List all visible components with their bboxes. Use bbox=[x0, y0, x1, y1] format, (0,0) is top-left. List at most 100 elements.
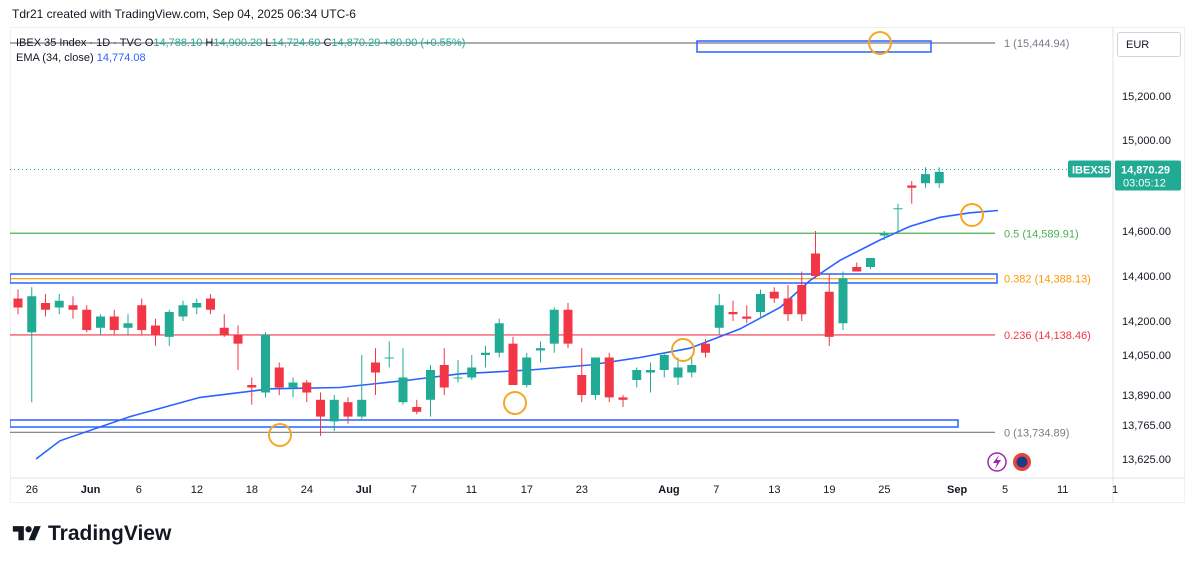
candle-body[interactable] bbox=[866, 258, 875, 267]
candle-body[interactable] bbox=[687, 365, 697, 373]
candle-body[interactable] bbox=[288, 382, 298, 388]
legend-close: 14,870.29 bbox=[331, 37, 381, 49]
candle-body[interactable] bbox=[329, 399, 339, 422]
candle-body[interactable] bbox=[838, 278, 848, 324]
time-tick-label: 23 bbox=[576, 484, 588, 496]
candle-body[interactable] bbox=[247, 385, 257, 388]
symbol-badge-label: IBEX35 bbox=[1072, 165, 1110, 177]
candle-body[interactable] bbox=[467, 367, 477, 378]
chart-canvas[interactable]: 1 (15,444.94) 0.5 (14,589.91) 0.382 (14,38… bbox=[10, 27, 1185, 503]
legend-ema-label[interactable]: EMA (34, close) bbox=[16, 52, 94, 64]
fib-label-0.236: 0.236 (14,138.46) bbox=[1004, 330, 1091, 342]
candle-body[interactable] bbox=[536, 348, 545, 351]
candle-body[interactable] bbox=[13, 298, 23, 308]
candle-body[interactable] bbox=[522, 357, 532, 386]
candle-body[interactable] bbox=[371, 362, 380, 373]
currency-button[interactable]: EUR bbox=[1117, 32, 1181, 57]
candle-body[interactable] bbox=[439, 365, 449, 388]
candle-body[interactable] bbox=[769, 291, 779, 299]
top-zone-box[interactable] bbox=[696, 40, 932, 53]
time-tick-label: 25 bbox=[878, 484, 890, 496]
candle-body[interactable] bbox=[178, 305, 188, 317]
candle-body[interactable] bbox=[508, 343, 518, 385]
ema-line[interactable] bbox=[35, 209, 999, 460]
highlight-circle[interactable] bbox=[268, 423, 292, 447]
time-tick-label: 11 bbox=[466, 484, 477, 496]
candle-body[interactable] bbox=[893, 208, 903, 210]
time-tick-label: 11 bbox=[1057, 484, 1068, 496]
candle-body[interactable] bbox=[82, 309, 92, 331]
candle-body[interactable] bbox=[659, 355, 669, 370]
time-tick-label: Aug bbox=[658, 484, 679, 496]
candle-body[interactable] bbox=[577, 375, 587, 395]
price-tick-label: 14,600.00 bbox=[1122, 226, 1171, 238]
candle-body[interactable] bbox=[591, 357, 600, 396]
candle-body[interactable] bbox=[742, 316, 752, 319]
fib-label-0.382: 0.382 (14,388.13) bbox=[1004, 274, 1091, 286]
highlight-circle[interactable] bbox=[671, 338, 695, 362]
candle-body[interactable] bbox=[783, 298, 793, 315]
candle-body[interactable] bbox=[618, 397, 628, 400]
candle-body[interactable] bbox=[701, 343, 710, 353]
candle-body[interactable] bbox=[274, 367, 284, 388]
candle-body[interactable] bbox=[852, 267, 862, 272]
candle-body[interactable] bbox=[398, 377, 408, 403]
lightning-bolt-icon bbox=[993, 455, 1001, 469]
candle-body[interactable] bbox=[68, 305, 78, 310]
fib-label-0: 0 (13,734.89) bbox=[1004, 427, 1069, 439]
tradingview-logo-text: TradingView bbox=[48, 522, 172, 545]
resistance-zone-box[interactable] bbox=[10, 273, 998, 284]
candle-body[interactable] bbox=[54, 300, 64, 308]
candle-body[interactable] bbox=[824, 291, 834, 337]
candle-body[interactable] bbox=[164, 312, 174, 337]
candle-body[interactable] bbox=[219, 327, 229, 335]
candle-body[interactable] bbox=[453, 377, 463, 379]
support-zone-box[interactable] bbox=[10, 419, 959, 428]
price-tick-label: 13,625.00 bbox=[1122, 454, 1171, 466]
candle-body[interactable] bbox=[549, 309, 559, 344]
candle-body[interactable] bbox=[206, 298, 215, 310]
candle-body[interactable] bbox=[714, 305, 724, 328]
candle-body[interactable] bbox=[261, 334, 270, 393]
candle-body[interactable] bbox=[96, 316, 105, 328]
candle-body[interactable] bbox=[137, 305, 147, 331]
candle-body[interactable] bbox=[412, 407, 422, 412]
highlight-circle[interactable] bbox=[503, 391, 527, 415]
candle-body[interactable] bbox=[604, 357, 614, 398]
candle-body[interactable] bbox=[109, 316, 119, 331]
candle-body[interactable] bbox=[646, 370, 655, 373]
highlight-circle[interactable] bbox=[868, 31, 892, 55]
candle-body[interactable] bbox=[494, 323, 504, 353]
candle-body[interactable] bbox=[233, 334, 243, 344]
candle-body[interactable] bbox=[41, 303, 50, 310]
candle-body[interactable] bbox=[632, 370, 642, 380]
candle-body[interactable] bbox=[934, 171, 944, 184]
candle-body[interactable] bbox=[563, 309, 573, 344]
candle-body[interactable] bbox=[426, 370, 435, 400]
candle-body[interactable] bbox=[357, 399, 367, 417]
highlight-circle[interactable] bbox=[960, 203, 984, 227]
candle-body[interactable] bbox=[921, 174, 930, 184]
price-tick-label: 15,000.00 bbox=[1122, 135, 1171, 147]
candle-body[interactable] bbox=[481, 352, 490, 355]
candle-body[interactable] bbox=[316, 399, 325, 417]
time-tick-label: 26 bbox=[26, 484, 38, 496]
candle-body[interactable] bbox=[756, 294, 765, 312]
symbol-badge bbox=[1068, 160, 1111, 178]
candle-body[interactable] bbox=[302, 382, 312, 393]
candle-body[interactable] bbox=[728, 312, 738, 315]
candle-body[interactable] bbox=[27, 296, 37, 333]
tradingview-logo[interactable]: TradingView bbox=[12, 522, 171, 546]
candle-body[interactable] bbox=[907, 185, 917, 188]
candle-body[interactable] bbox=[151, 325, 160, 335]
candle-body[interactable] bbox=[343, 402, 353, 417]
candle-body[interactable] bbox=[797, 285, 807, 315]
candle-body[interactable] bbox=[673, 367, 683, 378]
candle-body[interactable] bbox=[811, 253, 820, 277]
candle-body[interactable] bbox=[123, 323, 133, 328]
legend-symbol[interactable]: IBEX 35 Index · 1D · TVC bbox=[16, 37, 142, 49]
candle-body[interactable] bbox=[879, 233, 889, 236]
chart-frame[interactable]: 1 (15,444.94) 0.5 (14,589.91) 0.382 (14,38… bbox=[10, 27, 1185, 503]
candle-body[interactable] bbox=[192, 303, 202, 308]
candle-body[interactable] bbox=[384, 357, 394, 359]
